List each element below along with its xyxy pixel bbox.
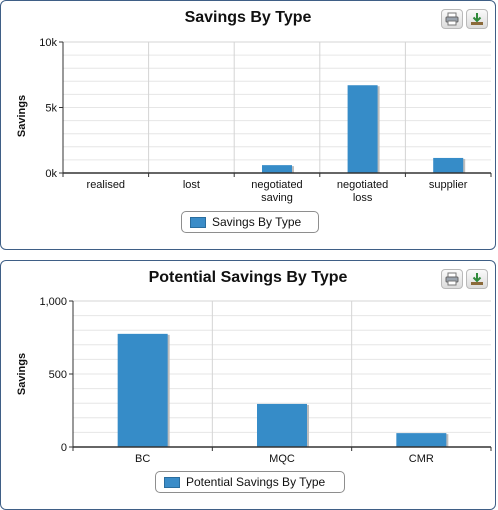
legend-label: Savings By Type — [212, 215, 302, 229]
y-tick-label: 5k — [45, 103, 57, 115]
y-axis-label: Savings — [16, 353, 28, 395]
chart-legend[interactable]: Potential Savings By Type — [155, 471, 345, 493]
print-button[interactable] — [441, 269, 463, 289]
x-tick-label: BC — [135, 453, 150, 465]
download-icon — [471, 13, 483, 25]
savings-by-type-panel: Savings By Type 0k 5k 10k Savings realised lo… — [0, 0, 496, 250]
chart-title: Savings By Type — [184, 9, 312, 26]
y-tick-label: 1,000 — [39, 296, 67, 308]
potential-savings-by-type-chart: 0 500 1,000 Savings BC MQC CMR — [16, 296, 492, 465]
download-icon — [471, 273, 483, 285]
download-button[interactable] — [466, 269, 488, 289]
x-tick-label: saving — [261, 192, 293, 204]
bar — [117, 333, 168, 447]
potential-savings-by-type-panel: Potential Savings By Type 0 500 1,000 Savin… — [0, 260, 496, 510]
chart-legend[interactable]: Savings By Type — [181, 211, 319, 233]
x-tick-label: loss — [353, 192, 373, 204]
x-tick-label: lost — [183, 179, 200, 191]
chart-title: Potential Savings By Type — [148, 269, 348, 286]
bar — [347, 85, 378, 173]
y-axis-label: Savings — [16, 95, 28, 137]
print-icon — [445, 12, 459, 26]
x-tick-label: CMR — [409, 453, 434, 465]
print-button[interactable] — [441, 9, 463, 29]
download-button[interactable] — [466, 9, 488, 29]
y-tick-label: 10k — [39, 37, 57, 49]
bar — [396, 433, 447, 447]
bar — [257, 403, 307, 447]
x-tick-label: negotiated — [337, 179, 388, 191]
x-tick-label: realised — [87, 179, 126, 191]
x-tick-label: negotiated — [251, 179, 302, 191]
print-icon — [445, 272, 459, 286]
y-tick-label: 0k — [45, 168, 57, 180]
x-tick-label: supplier — [429, 179, 468, 191]
legend-swatch — [190, 216, 206, 228]
legend-swatch — [164, 476, 180, 488]
legend-label: Potential Savings By Type — [186, 475, 326, 489]
bar — [262, 165, 292, 173]
y-tick-label: 500 — [49, 369, 67, 381]
x-tick-label: MQC — [269, 453, 295, 465]
y-tick-label: 0 — [61, 442, 67, 454]
bar — [433, 157, 464, 173]
